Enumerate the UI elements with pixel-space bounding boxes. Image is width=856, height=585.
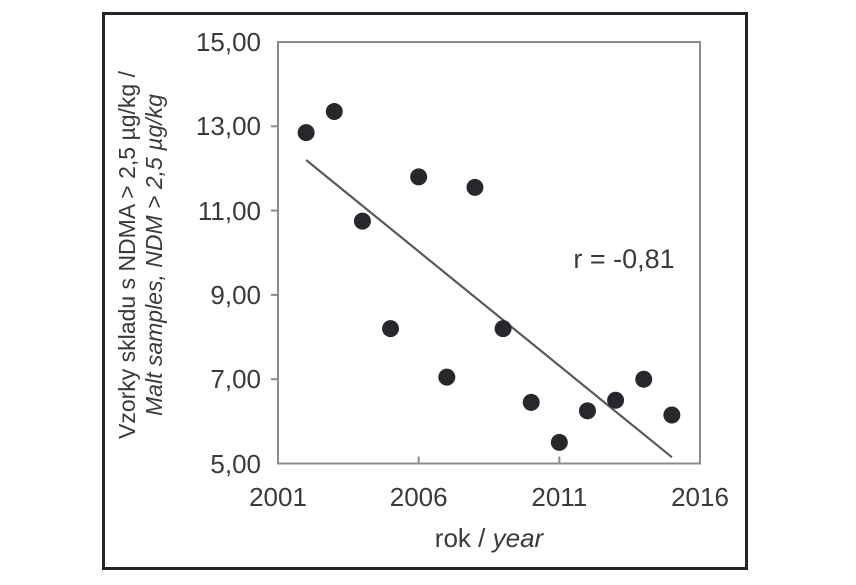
y-axis-tick-label: 5,00 [210,448,261,479]
y-axis-label-line-czech: Vzorky skladu s NDMA > 2,5 µg/kg / [114,71,140,439]
y-axis-tick-label: 15,00 [195,27,261,57]
y-axis-tick-label: 7,00 [210,364,261,395]
x-axis-label-english: year [492,523,544,553]
x-axis-tick-label: 2016 [671,482,729,512]
y-axis-label-line-english: Malt samples, NDM > 2,5 µg/kg [141,94,167,416]
x-axis-tick-label: 2006 [389,482,448,512]
x-axis-tick-label: 2001 [249,482,307,512]
y-axis-tick-label: 9,00 [210,279,261,310]
x-axis-tick-label: 2011 [531,482,588,512]
y-axis-tick-label: 11,00 [197,195,261,226]
y-axis-label: Vzorky skladu s NDMA > 2,5 µg/kg / Malt … [114,24,168,486]
figure-border [102,12,748,570]
x-axis-label-czech: rok / [434,523,486,553]
y-axis-tick-label: 13,00 [195,111,261,142]
x-axis-label: rok / year [278,523,700,553]
correlation-annotation: r = -0,81 [573,244,675,274]
